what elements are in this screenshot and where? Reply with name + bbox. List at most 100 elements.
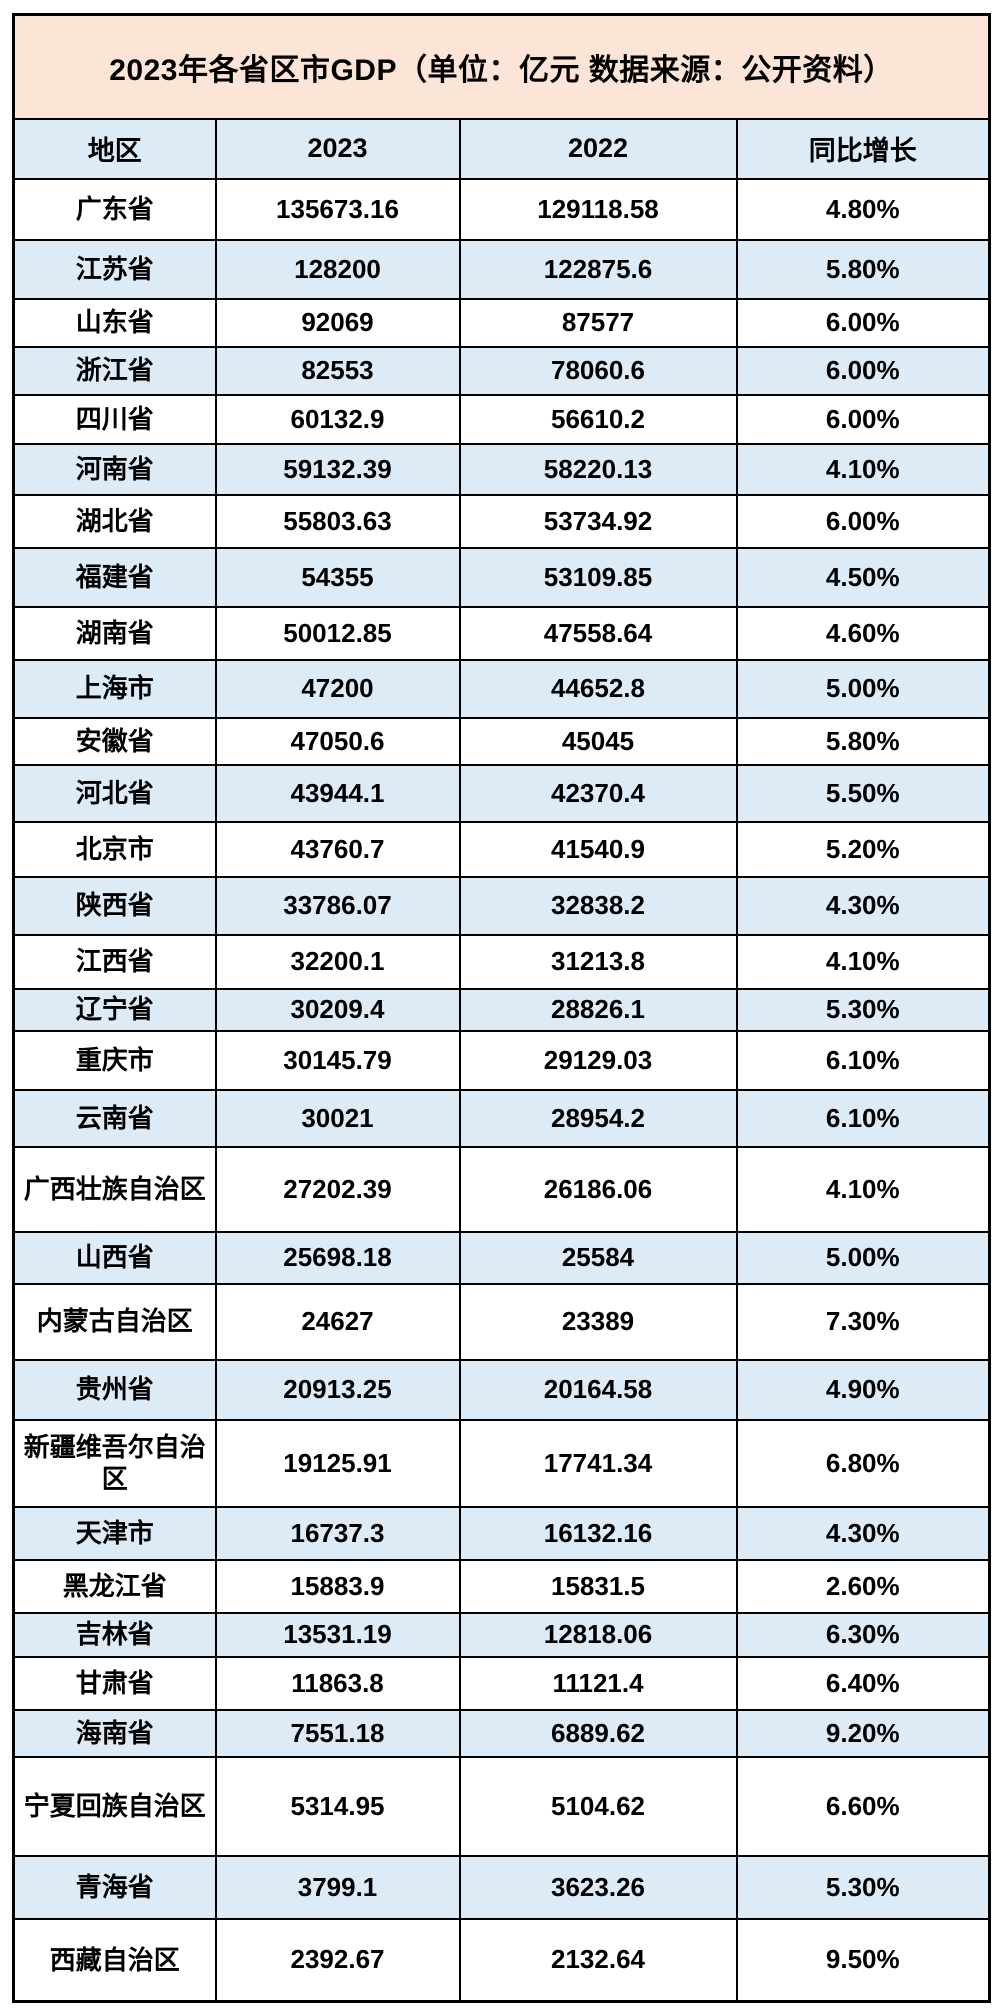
gdp-2023-cell: 59132.39 — [214, 442, 461, 496]
gdp-2023-cell: 15883.9 — [214, 1558, 461, 1614]
gdp-2023-cell: 30209.4 — [214, 987, 461, 1032]
gdp-table: 2023年各省区市GDP（单位：亿元 数据来源：公开资料） 地区 2023 20… — [12, 13, 992, 2003]
region-cell: 青海省 — [12, 1854, 217, 1920]
growth-cell: 4.30% — [735, 1505, 991, 1561]
gdp-2023-cell: 54355 — [214, 546, 461, 608]
table-row: 宁夏回族自治区 5314.95 5104.62 6.60% — [12, 1755, 991, 1857]
column-header-2022: 2022 — [458, 117, 738, 180]
gdp-2023-cell: 47050.6 — [214, 716, 461, 766]
region-cell: 浙江省 — [12, 345, 217, 396]
table-row: 江西省 32200.1 31213.8 4.10% — [12, 933, 991, 990]
table-row: 广西壮族自治区 27202.39 26186.06 4.10% — [12, 1145, 991, 1233]
gdp-2022-cell: 87577 — [458, 297, 738, 348]
gdp-2022-cell: 6889.62 — [458, 1708, 738, 1758]
region-cell: 安徽省 — [12, 716, 217, 766]
region-cell: 宁夏回族自治区 — [12, 1755, 217, 1857]
table-row: 山西省 25698.18 25584 5.00% — [12, 1230, 991, 1285]
gdp-2022-cell: 28954.2 — [458, 1088, 738, 1148]
table-row: 广东省 135673.16 129118.58 4.80% — [12, 177, 991, 241]
table-row: 福建省 54355 53109.85 4.50% — [12, 546, 991, 608]
gdp-2023-cell: 43944.1 — [214, 763, 461, 823]
gdp-2023-cell: 32200.1 — [214, 933, 461, 990]
gdp-2022-cell: 11121.4 — [458, 1655, 738, 1711]
gdp-2023-cell: 25698.18 — [214, 1230, 461, 1285]
gdp-2023-cell: 33786.07 — [214, 875, 461, 936]
growth-cell: 6.10% — [735, 1088, 991, 1148]
gdp-2022-cell: 26186.06 — [458, 1145, 738, 1233]
growth-cell: 6.00% — [735, 297, 991, 348]
region-cell: 天津市 — [12, 1505, 217, 1561]
header-row: 地区 2023 2022 同比增长 — [12, 117, 991, 180]
region-cell: 西藏自治区 — [12, 1917, 217, 2003]
gdp-2023-cell: 30145.79 — [214, 1029, 461, 1091]
gdp-2023-cell: 43760.7 — [214, 820, 461, 878]
table-row: 江苏省 128200 122875.6 5.80% — [12, 238, 991, 300]
growth-cell: 5.00% — [735, 658, 991, 719]
table-row: 浙江省 82553 78060.6 6.00% — [12, 345, 991, 396]
region-cell: 海南省 — [12, 1708, 217, 1758]
growth-cell: 6.30% — [735, 1611, 991, 1658]
table-title: 2023年各省区市GDP（单位：亿元 数据来源：公开资料） — [12, 13, 991, 120]
gdp-2023-cell: 13531.19 — [214, 1611, 461, 1658]
gdp-2022-cell: 44652.8 — [458, 658, 738, 719]
table-row: 甘肃省 11863.8 11121.4 6.40% — [12, 1655, 991, 1711]
gdp-2022-cell: 47558.64 — [458, 605, 738, 661]
region-cell: 山西省 — [12, 1230, 217, 1285]
region-cell: 辽宁省 — [12, 987, 217, 1032]
gdp-2022-cell: 5104.62 — [458, 1755, 738, 1857]
gdp-2023-cell: 16737.3 — [214, 1505, 461, 1561]
gdp-2022-cell: 17741.34 — [458, 1418, 738, 1508]
region-cell: 湖南省 — [12, 605, 217, 661]
table-row: 青海省 3799.1 3623.26 5.30% — [12, 1854, 991, 1920]
region-cell: 江西省 — [12, 933, 217, 990]
gdp-2022-cell: 16132.16 — [458, 1505, 738, 1561]
region-cell: 陕西省 — [12, 875, 217, 936]
title-row: 2023年各省区市GDP（单位：亿元 数据来源：公开资料） — [12, 13, 991, 120]
region-cell: 北京市 — [12, 820, 217, 878]
growth-cell: 4.80% — [735, 177, 991, 241]
gdp-2022-cell: 53734.92 — [458, 493, 738, 549]
region-cell: 广西壮族自治区 — [12, 1145, 217, 1233]
table-row: 山东省 92069 87577 6.00% — [12, 297, 991, 348]
column-header-yoy-growth: 同比增长 — [735, 117, 991, 180]
gdp-2023-cell: 24627 — [214, 1282, 461, 1361]
table-row: 北京市 43760.7 41540.9 5.20% — [12, 820, 991, 878]
region-cell: 山东省 — [12, 297, 217, 348]
region-cell: 上海市 — [12, 658, 217, 719]
region-cell: 河北省 — [12, 763, 217, 823]
growth-cell: 4.30% — [735, 875, 991, 936]
growth-cell: 5.80% — [735, 716, 991, 766]
growth-cell: 6.80% — [735, 1418, 991, 1508]
gdp-2023-cell: 50012.85 — [214, 605, 461, 661]
gdp-2022-cell: 31213.8 — [458, 933, 738, 990]
growth-cell: 4.90% — [735, 1358, 991, 1421]
gdp-2023-cell: 11863.8 — [214, 1655, 461, 1711]
gdp-2023-cell: 5314.95 — [214, 1755, 461, 1857]
region-cell: 甘肃省 — [12, 1655, 217, 1711]
gdp-2023-cell: 3799.1 — [214, 1854, 461, 1920]
gdp-2023-cell: 30021 — [214, 1088, 461, 1148]
growth-cell: 5.00% — [735, 1230, 991, 1285]
gdp-2022-cell: 20164.58 — [458, 1358, 738, 1421]
growth-cell: 5.80% — [735, 238, 991, 300]
region-cell: 黑龙江省 — [12, 1558, 217, 1614]
gdp-2022-cell: 58220.13 — [458, 442, 738, 496]
gdp-2023-cell: 47200 — [214, 658, 461, 719]
growth-cell: 7.30% — [735, 1282, 991, 1361]
growth-cell: 5.30% — [735, 987, 991, 1032]
growth-cell: 5.50% — [735, 763, 991, 823]
region-cell: 四川省 — [12, 393, 217, 445]
table-row: 湖南省 50012.85 47558.64 4.60% — [12, 605, 991, 661]
gdp-2022-cell: 41540.9 — [458, 820, 738, 878]
region-cell: 湖北省 — [12, 493, 217, 549]
gdp-2022-cell: 23389 — [458, 1282, 738, 1361]
gdp-2023-cell: 82553 — [214, 345, 461, 396]
gdp-2022-cell: 2132.64 — [458, 1917, 738, 2003]
table-row: 天津市 16737.3 16132.16 4.30% — [12, 1505, 991, 1561]
growth-cell: 4.60% — [735, 605, 991, 661]
gdp-2022-cell: 28826.1 — [458, 987, 738, 1032]
growth-cell: 9.50% — [735, 1917, 991, 2003]
table-row: 西藏自治区 2392.67 2132.64 9.50% — [12, 1917, 991, 2003]
gdp-2023-cell: 20913.25 — [214, 1358, 461, 1421]
growth-cell: 4.50% — [735, 546, 991, 608]
